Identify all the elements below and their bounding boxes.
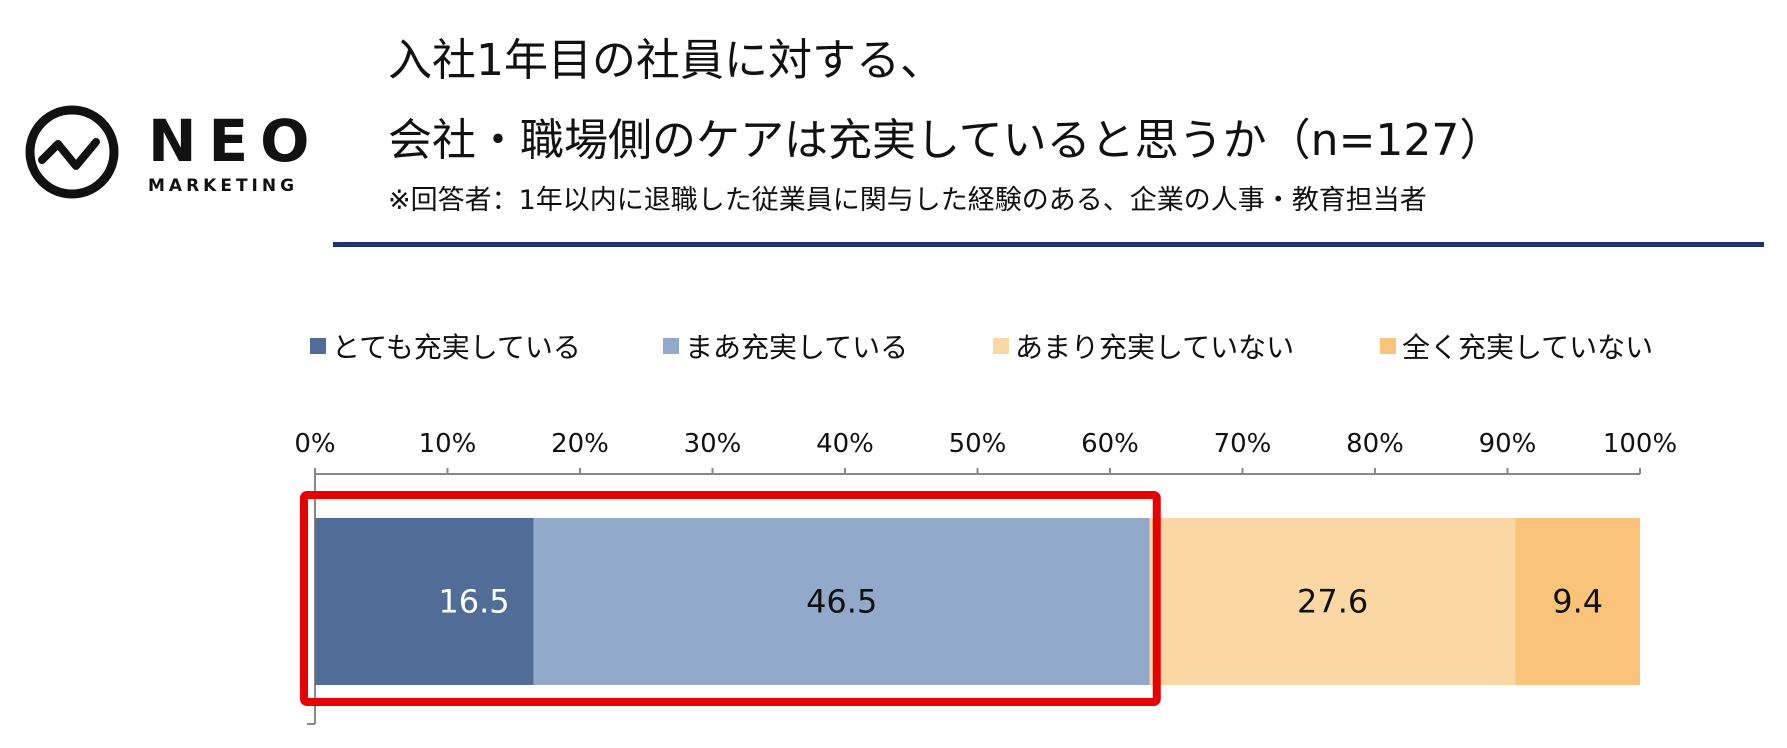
bar-segment [1515, 518, 1640, 685]
x-tick-label: 0% [294, 429, 335, 459]
data-label: 16.5 [438, 583, 509, 621]
logo-wordmark: NEO [148, 107, 322, 175]
x-tick-label: 70% [1214, 429, 1272, 459]
logo-subtext: MARKETING [148, 176, 299, 196]
legend-swatch-not-much [993, 338, 1009, 354]
legend-swatch-very [310, 338, 326, 354]
title-divider [333, 242, 1764, 247]
logo-pulse-icon [25, 105, 119, 199]
chart-title-line2: 会社・職場側のケアは充実していると思うか（n=127） [388, 115, 1504, 166]
data-label: 27.6 [1297, 583, 1368, 621]
bar-segment [1149, 518, 1516, 685]
chart-title-line1: 入社1年目の社員に対する、 [388, 35, 944, 86]
legend-label-not-much: あまり充実していない [1015, 331, 1295, 364]
x-tick-label: 60% [1081, 429, 1139, 459]
x-tick-label: 20% [551, 429, 609, 459]
x-tick-label: 50% [949, 429, 1007, 459]
x-tick-label: 90% [1479, 429, 1537, 459]
highlight-box [300, 491, 1161, 706]
x-tick-label: 30% [684, 429, 742, 459]
x-tick-label: 80% [1346, 429, 1404, 459]
data-label: 46.5 [806, 583, 877, 621]
legend-label-somewhat: まあ充実している [685, 331, 909, 364]
x-tick-label: 10% [419, 429, 477, 459]
legend-item-not-much: あまり充実していない [993, 326, 1294, 366]
legend-item-very: とても充実している [310, 326, 581, 366]
x-tick-label: 100% [1603, 429, 1677, 459]
x-tick-label: 40% [816, 429, 874, 459]
bar-segment [533, 518, 1150, 685]
neo-marketing-logo: NEO MARKETING [24, 104, 314, 214]
legend-item-not-at-all: 全く充実していない [1380, 326, 1653, 366]
legend-label-not-at-all: 全く充実していない [1402, 331, 1654, 364]
legend-item-somewhat: まあ充実している [663, 326, 908, 366]
bar-segment [315, 518, 534, 685]
chart-legend: とても充実している まあ充実している あまり充実していない 全く充実していない [0, 326, 1787, 366]
data-label: 9.4 [1552, 583, 1603, 621]
chart-subtitle: ※回答者：1年以内に退職した従業員に関与した経験のある、企業の人事・教育担当者 [388, 185, 1427, 216]
legend-swatch-somewhat [663, 338, 679, 354]
legend-swatch-not-at-all [1380, 338, 1396, 354]
legend-label-very: とても充実している [332, 331, 581, 364]
